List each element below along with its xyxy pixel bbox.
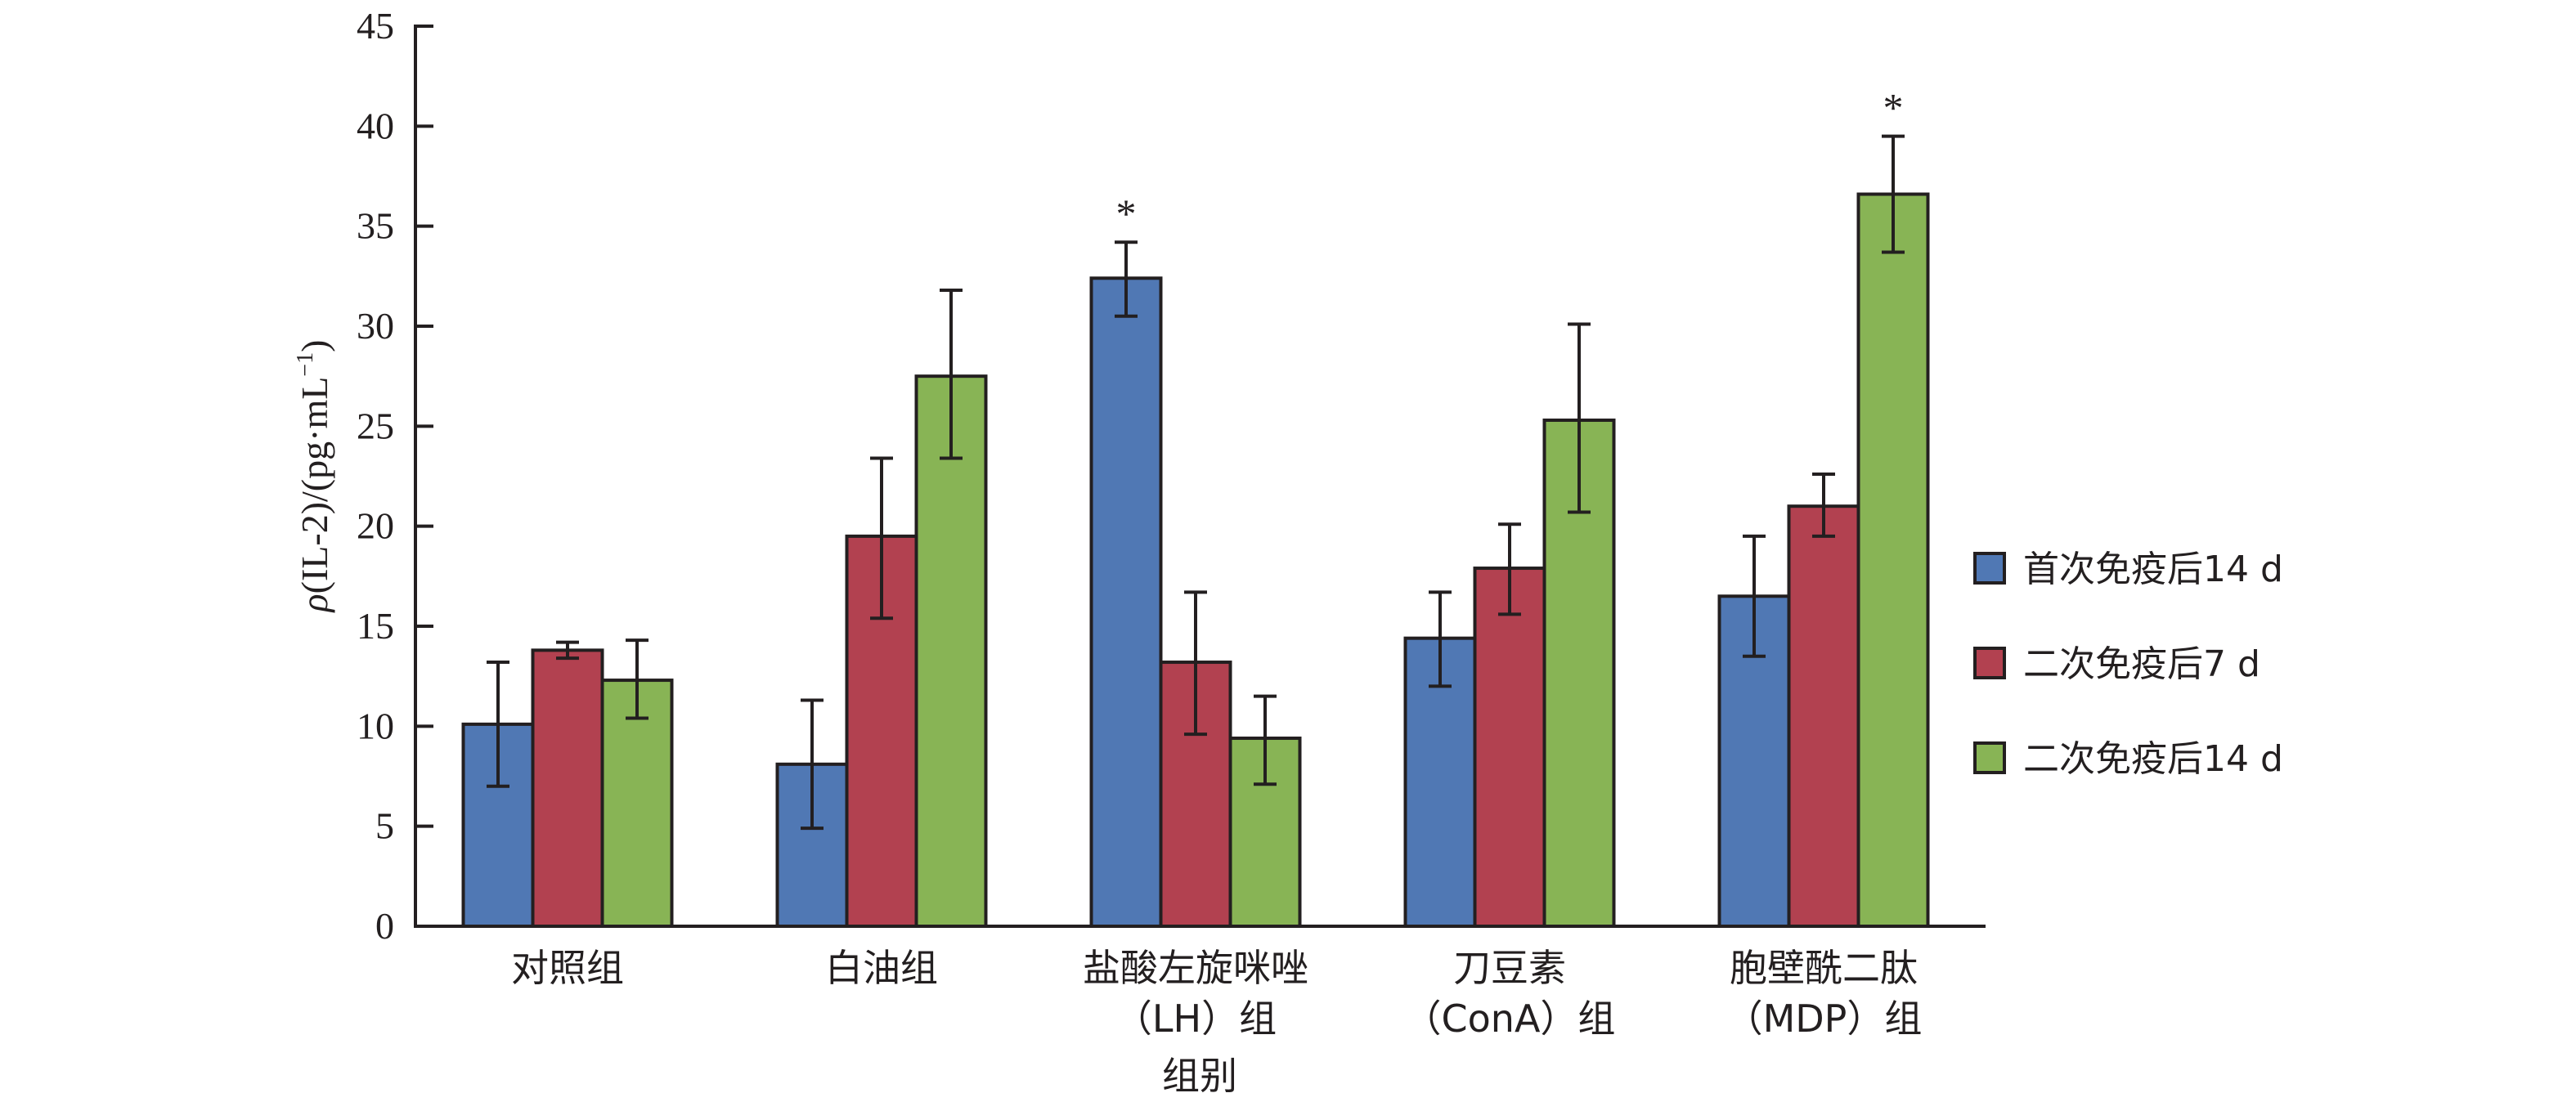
y-axis-title-main: (IL-2)/(pg·mL (294, 377, 335, 594)
legend-label: 二次免疫后7 d (2023, 643, 2260, 685)
legend-swatch (1973, 552, 2006, 585)
legend-swatch (1973, 741, 2006, 774)
bar (1089, 276, 1163, 928)
y-tick-label: 35 (357, 205, 394, 247)
x-category-label: 对照组 (511, 946, 624, 990)
bar (914, 374, 988, 928)
x-axis-title: 组别 (1162, 1054, 1237, 1098)
y-axis-label: ρ(IL-2)/(pg·mL−1) (293, 340, 335, 614)
significance-star: * (1116, 190, 1137, 236)
error-bars (487, 134, 1905, 831)
significance-markers: ** (1116, 85, 1904, 237)
bar (1473, 567, 1546, 929)
significance-star: * (1883, 85, 1904, 131)
y-tick-label: 10 (357, 705, 394, 746)
bar (1787, 504, 1860, 928)
x-category-label: 胞壁酰二肽 (1730, 946, 1918, 990)
y-tick-label: 20 (357, 505, 394, 547)
bar (531, 648, 604, 928)
bar (1856, 192, 1930, 928)
y-axis-title-close: ) (294, 340, 335, 352)
y-tick-label: 45 (357, 5, 394, 47)
x-axis-category-labels: 对照组 白油组 盐酸左旋咪唑 （LH）组 刀豆素 （ConA）组 胞壁酰二肽 （MDP）组 (511, 946, 1922, 1041)
x-category-label: （MDP）组 (1726, 997, 1923, 1041)
y-tick-label: 0 (375, 905, 394, 947)
x-category-label: （LH）组 (1115, 997, 1277, 1041)
y-tick-label: 30 (357, 305, 394, 347)
y-axis-ticks: 0 5 10 15 20 25 30 35 40 45 (357, 5, 433, 947)
legend-label: 二次免疫后14 d (2023, 738, 2283, 780)
x-category-label: 白油组 (825, 946, 938, 990)
y-axis-title-rho: ρ (294, 594, 335, 613)
legend-label: 首次免疫后14 d (2023, 549, 2283, 590)
x-category-label: 刀豆素 (1453, 946, 1566, 990)
x-category-label: （ConA）组 (1404, 997, 1616, 1041)
y-axis-title: ρ(IL-2)/(pg·mL−1) (293, 340, 335, 614)
y-axis-title-sup: −1 (293, 352, 318, 377)
y-tick-label: 5 (375, 805, 394, 847)
y-tick-label: 25 (357, 405, 394, 446)
y-tick-label: 40 (357, 105, 394, 146)
axes (414, 25, 1986, 928)
legend: 首次免疫后14 d 二次免疫后7 d 二次免疫后14 d (1973, 549, 2283, 780)
bar (1717, 594, 1791, 928)
legend-swatch (1973, 647, 2006, 679)
bars (461, 192, 1930, 929)
x-category-label: 盐酸左旋咪唑 (1083, 946, 1308, 990)
y-tick-label: 15 (357, 605, 394, 647)
